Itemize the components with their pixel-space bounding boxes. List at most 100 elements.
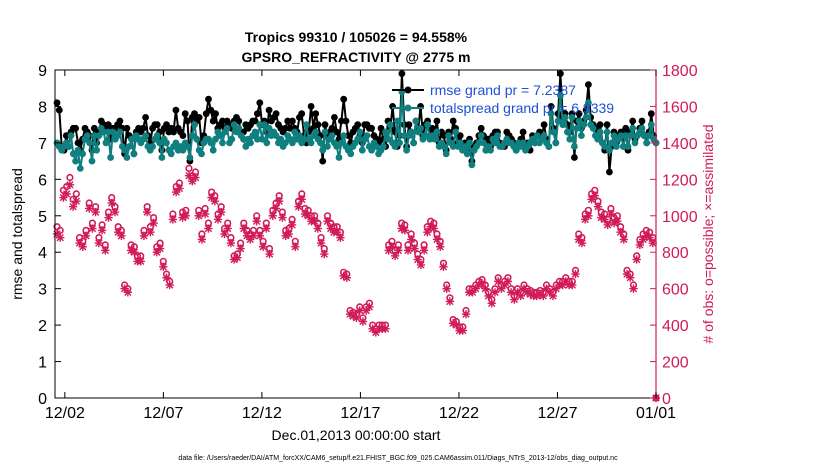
totalspread-point xyxy=(603,128,611,136)
totalspread-point xyxy=(156,139,164,147)
totalspread-point xyxy=(312,128,320,136)
totalspread-point xyxy=(335,154,343,161)
obs-assimilated-marker xyxy=(603,220,612,230)
y-right-tick-label: 1400 xyxy=(662,136,698,153)
totalspread-point xyxy=(65,143,73,150)
obs-assimilated-marker xyxy=(197,235,207,244)
rmse-point xyxy=(184,117,191,125)
totalspread-point xyxy=(109,128,117,136)
obs-assimilated-marker xyxy=(394,246,403,255)
obs-assimilated-marker xyxy=(162,273,171,282)
totalspread-point xyxy=(582,114,590,121)
totalspread-point xyxy=(386,121,394,129)
rmse-point xyxy=(314,121,322,129)
obs-assimilated-marker xyxy=(155,244,165,253)
obs-assimilated-marker xyxy=(539,291,548,301)
y-left-tick-label: 4 xyxy=(38,245,47,262)
totalspread-point xyxy=(540,132,548,140)
rmse-point xyxy=(449,117,457,125)
rmse-point xyxy=(205,95,212,103)
totalspread-point xyxy=(121,146,128,154)
totalspread-point xyxy=(72,157,79,165)
legend-rmse-label: rmse grand pr = 7.2387 xyxy=(430,82,576,98)
obs-assimilated-marker xyxy=(168,215,178,224)
rmse-point xyxy=(328,124,336,132)
y-left-tick-label: 0 xyxy=(38,391,47,408)
totalspread-point xyxy=(433,128,441,136)
obs-assimilated-marker xyxy=(632,255,641,264)
totalspread-point xyxy=(631,139,639,147)
obs-assimilated-marker xyxy=(97,226,107,235)
totalspread-point xyxy=(307,139,315,147)
totalspread-point xyxy=(564,128,571,136)
obs-possible-marker xyxy=(72,190,80,198)
obs-assimilated-marker xyxy=(217,207,226,217)
x-axis-label: Dec.01,2013 00:00:00 start xyxy=(272,427,441,443)
rmse-point xyxy=(289,117,296,125)
totalspread-point xyxy=(550,128,557,136)
totalspread-point xyxy=(627,132,634,140)
obs-assimilated-marker xyxy=(123,288,133,297)
totalspread-point xyxy=(172,139,180,147)
obs-assimilated-marker xyxy=(146,228,155,237)
rmse-point xyxy=(298,110,306,118)
totalspread-point xyxy=(167,150,175,158)
totalspread-point xyxy=(412,117,420,125)
totalspread-point xyxy=(391,143,399,150)
totalspread-point xyxy=(333,143,341,150)
totalspread-point xyxy=(228,135,236,143)
obs-assimilated-marker xyxy=(461,310,471,319)
rmse-point xyxy=(179,132,187,140)
y-right-tick-label: 400 xyxy=(662,318,689,335)
rmse-point xyxy=(74,139,82,147)
totalspread-point xyxy=(594,135,602,143)
obs-assimilated-marker xyxy=(613,217,622,226)
obs-assimilated-marker xyxy=(387,242,397,251)
totalspread-point xyxy=(116,128,124,136)
totalspread-point xyxy=(494,132,501,140)
rmse-point xyxy=(603,121,611,129)
obs-assimilated-marker xyxy=(149,218,158,228)
rmse-point xyxy=(170,128,177,136)
rmse-point xyxy=(191,110,198,118)
totalspread-point xyxy=(468,161,476,169)
totalspread-point xyxy=(324,143,331,150)
obs-assimilated-marker xyxy=(65,180,75,189)
totalspread-point xyxy=(83,132,91,140)
x-tick-label: 12/17 xyxy=(340,405,380,422)
rmse-point xyxy=(272,110,280,118)
obs-assimilated-marker xyxy=(81,231,91,240)
totalspread-point xyxy=(461,143,469,150)
obs-assimilated-marker xyxy=(236,244,245,253)
totalspread-point xyxy=(95,132,103,140)
rmse-point xyxy=(256,99,264,107)
rmse-point xyxy=(254,110,261,118)
totalspread-point xyxy=(421,132,429,140)
totalspread-point xyxy=(487,146,494,154)
totalspread-point xyxy=(149,143,157,150)
x-tick-label: 12/22 xyxy=(439,405,479,422)
totalspread-point xyxy=(212,135,219,143)
obs-assimilated-marker xyxy=(239,224,248,233)
obs-assimilated-marker xyxy=(143,207,152,217)
rmse-point xyxy=(547,103,555,110)
rmse-point xyxy=(172,106,180,114)
rmse-point xyxy=(540,121,548,129)
rmse-point xyxy=(139,124,147,132)
totalspread-point xyxy=(130,150,138,158)
totalspread-point xyxy=(356,128,364,136)
obs-assimilated-marker xyxy=(94,238,104,248)
rmse-point xyxy=(377,124,385,132)
rmse-point xyxy=(333,128,341,136)
obs-assimilated-marker xyxy=(310,217,319,226)
totalspread-point xyxy=(533,132,541,140)
obs-assimilated-marker xyxy=(88,224,97,233)
obs-assimilated-marker xyxy=(616,228,625,237)
footer-data-file: data file: /Users/raeder/DAI/ATM_forcXX/… xyxy=(178,455,618,462)
obs-assimilated-marker xyxy=(481,284,490,293)
obs-assimilated-marker xyxy=(72,197,81,206)
obs-assimilated-marker xyxy=(265,249,274,259)
totalspread-point xyxy=(303,121,310,129)
totalspread-point xyxy=(557,92,564,99)
y-left-tick-label: 5 xyxy=(38,209,47,226)
